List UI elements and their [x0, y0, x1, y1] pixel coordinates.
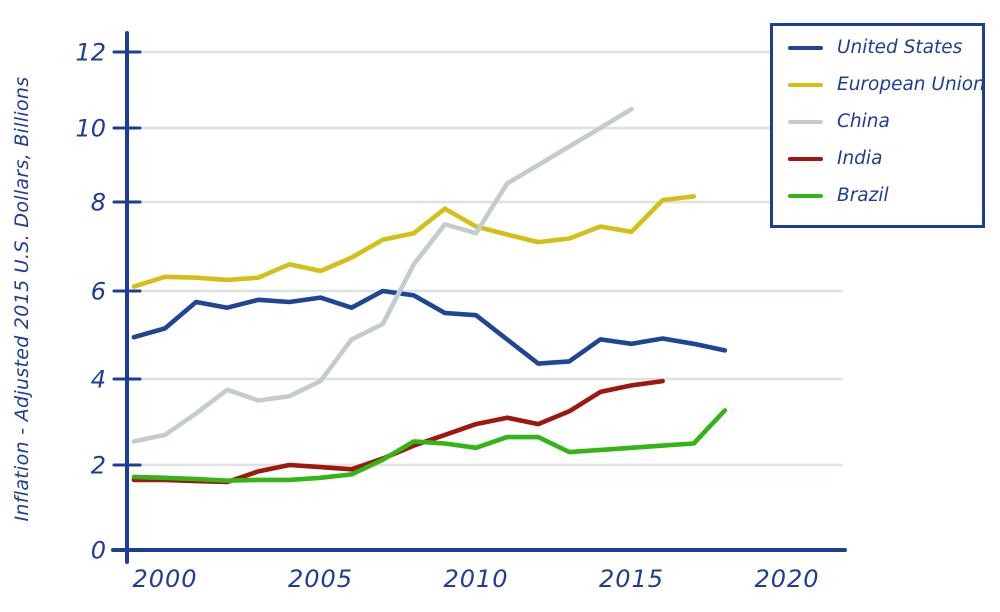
legend-label: European Union: [837, 74, 985, 95]
series-line-china: [131, 106, 634, 444]
x-tick-label: 2005: [288, 565, 353, 593]
x-tick-label: 2015: [599, 565, 664, 593]
y-tick-label: 6: [91, 278, 106, 306]
legend-swatch-china: [788, 119, 823, 124]
series-line-united-states: [131, 288, 728, 366]
legend-label: United States: [837, 37, 963, 58]
legend-item-brazil: Brazil: [773, 177, 982, 214]
series-line-india: [131, 378, 665, 485]
series-line-brazil: [131, 408, 728, 484]
legend-label: China: [837, 111, 890, 132]
x-tick-label: 2000: [132, 565, 197, 593]
y-axis-title: Inflation - Adjusted 2015 U.S. Dollars, …: [11, 76, 33, 522]
series-line-european-union: [131, 194, 697, 289]
legend-swatch-india: [788, 156, 823, 161]
legend-item-european-union: European Union: [773, 66, 985, 103]
x-tick-label: 2010: [443, 565, 508, 593]
y-tick-label: 2: [91, 452, 106, 480]
y-tick-label: 4: [91, 366, 106, 394]
y-tick-label: 8: [91, 189, 106, 217]
y-tick-label: 12: [75, 39, 106, 67]
x-tick-label: 2020: [754, 565, 819, 593]
legend-item-china: China: [773, 103, 982, 140]
legend-swatch-brazil: [788, 193, 823, 198]
y-tick-label: 0: [91, 537, 106, 565]
y-tick-label: 10: [75, 115, 106, 143]
legend-swatch-european-union: [788, 82, 823, 87]
legend-item-united-states: United States: [773, 29, 982, 66]
legend-label: India: [837, 148, 883, 169]
legend: United States European Union China India…: [770, 23, 985, 228]
legend-label: Brazil: [837, 185, 889, 206]
legend-item-india: India: [773, 140, 982, 177]
legend-swatch-united-states: [788, 45, 823, 50]
